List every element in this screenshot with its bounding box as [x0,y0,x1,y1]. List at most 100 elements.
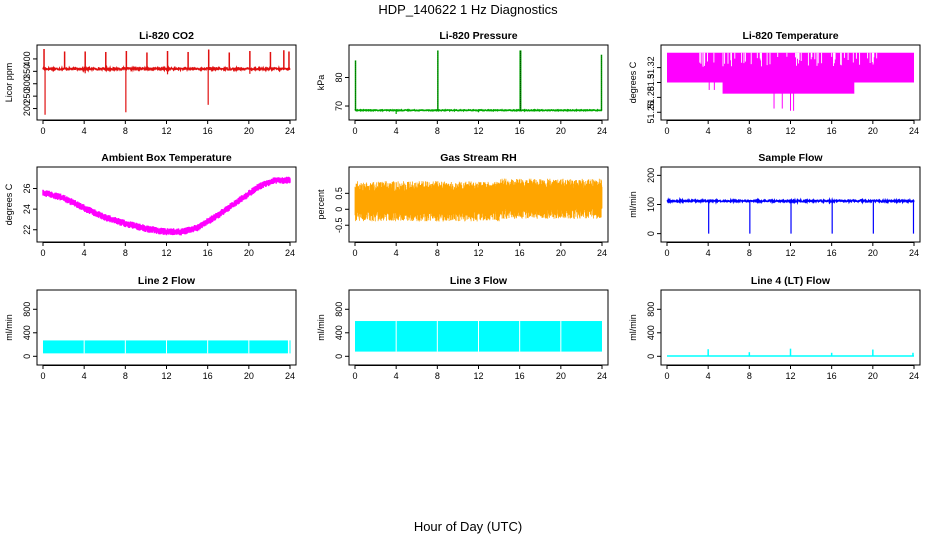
x-tick-label: 24 [597,371,607,381]
panel-5: Gas Stream RH 0 4 8 12 16 20 24 -0.5 0 0.5 percent [316,152,609,258]
y-tick-label: 200 [646,168,656,183]
panel-title: Line 4 (LT) Flow [751,275,831,287]
x-tick-label: 8 [747,248,752,258]
x-tick-label: 16 [515,371,525,381]
x-tick-label: 24 [285,248,295,258]
x-tick-label: 24 [285,126,295,136]
y-tick-label: 0.5 [334,187,344,200]
x-tick-label: 12 [785,248,795,258]
series [667,52,914,111]
x-tick-label: 8 [123,126,128,136]
y-tick-label: 0 [646,231,656,236]
y-tick-label: 51.26 [646,101,656,124]
x-tick-label: 8 [435,126,440,136]
panel-8: Line 3 Flow 0 4 8 12 16 20 24 0 400 800 ml/min [316,275,609,381]
x-axis-label: Hour of Day (UTC) [414,519,522,534]
x-tick-label: 24 [285,371,295,381]
x-tick-label: 20 [556,126,566,136]
series [43,340,291,354]
x-tick-label: 0 [352,248,357,258]
x-tick-label: 8 [435,371,440,381]
y-tick-label: 24 [22,204,32,214]
x-tick-label: 12 [161,126,171,136]
plot-frame [348,44,609,121]
x-tick-label: 12 [473,126,483,136]
x-tick-label: 16 [203,248,213,258]
x-tick-label: 16 [827,371,837,381]
series [354,50,603,115]
x-tick-label: 16 [827,126,837,136]
x-tick-label: 16 [827,248,837,258]
y-axis-label: kPa [316,75,326,91]
y-axis-label: Licor ppm [4,63,14,103]
y-tick-label: 51.3 [646,74,656,92]
y-axis-label: percent [316,189,326,220]
y-tick-label: 51.32 [646,56,656,79]
x-tick-label: 4 [394,371,399,381]
y-tick-label: 51.28 [646,86,656,109]
y-axis-label: ml/min [628,314,638,341]
y-tick-label: 350 [22,64,32,79]
y-tick-label: 0 [22,354,32,359]
y-tick-label: 0 [646,354,656,359]
y-tick-label: 800 [334,302,344,317]
series [667,348,914,357]
figure-title: HDP_140622 1 Hz Diagnostics [378,2,558,17]
x-tick-label: 12 [161,371,171,381]
x-tick-label: 24 [909,371,919,381]
y-axis-label: degrees C [628,61,638,103]
y-tick-label: 70 [334,101,344,111]
x-tick-label: 20 [244,371,254,381]
panel-title: Li-820 Temperature [742,30,838,42]
y-tick-label: -0.5 [334,217,344,233]
series [42,49,291,115]
y-axis-label: degrees C [4,183,14,225]
x-tick-label: 12 [473,371,483,381]
panel-2: Li-820 Pressure 0 4 8 12 16 20 24 70 80 kPa [316,30,609,136]
y-tick-label: 200 [22,101,32,116]
y-tick-label: 0 [334,354,344,359]
x-tick-label: 8 [747,371,752,381]
y-tick-label: 26 [22,184,32,194]
y-tick-label: 800 [22,302,32,317]
y-tick-label: 400 [334,325,344,340]
x-tick-label: 0 [664,371,669,381]
x-tick-label: 8 [747,126,752,136]
x-tick-label: 4 [706,371,711,381]
panel-7: Line 2 Flow 0 4 8 12 16 20 24 0 400 800 ml/min [4,275,297,381]
x-tick-label: 0 [664,248,669,258]
series-band-lower [722,82,855,94]
plot-frame [36,289,297,366]
y-tick-label: 250 [22,89,32,104]
series-line [42,64,291,73]
x-tick-label: 4 [394,126,399,136]
panel-6: Sample Flow 0 4 8 12 16 20 24 0 100 200 ml/min [628,152,921,258]
x-tick-label: 4 [706,126,711,136]
series-band [43,340,288,354]
panel-title: Line 3 Flow [450,275,508,287]
panel-title: Sample Flow [758,152,823,164]
x-tick-label: 0 [352,126,357,136]
y-tick-label: 400 [22,325,32,340]
series [354,178,603,222]
x-tick-label: 20 [868,126,878,136]
series-gaps [699,52,878,67]
y-axis-label: ml/min [316,314,326,341]
x-tick-label: 20 [244,126,254,136]
x-tick-label: 16 [515,248,525,258]
panel-title: Li-820 Pressure [439,30,517,42]
series-line [354,178,603,222]
x-tick-label: 4 [706,248,711,258]
x-tick-label: 24 [909,248,919,258]
x-tick-label: 0 [664,126,669,136]
y-tick-label: 400 [22,51,32,66]
series [355,321,602,352]
x-tick-label: 8 [435,248,440,258]
x-tick-label: 20 [868,248,878,258]
x-tick-label: 16 [203,371,213,381]
x-tick-label: 0 [40,371,45,381]
